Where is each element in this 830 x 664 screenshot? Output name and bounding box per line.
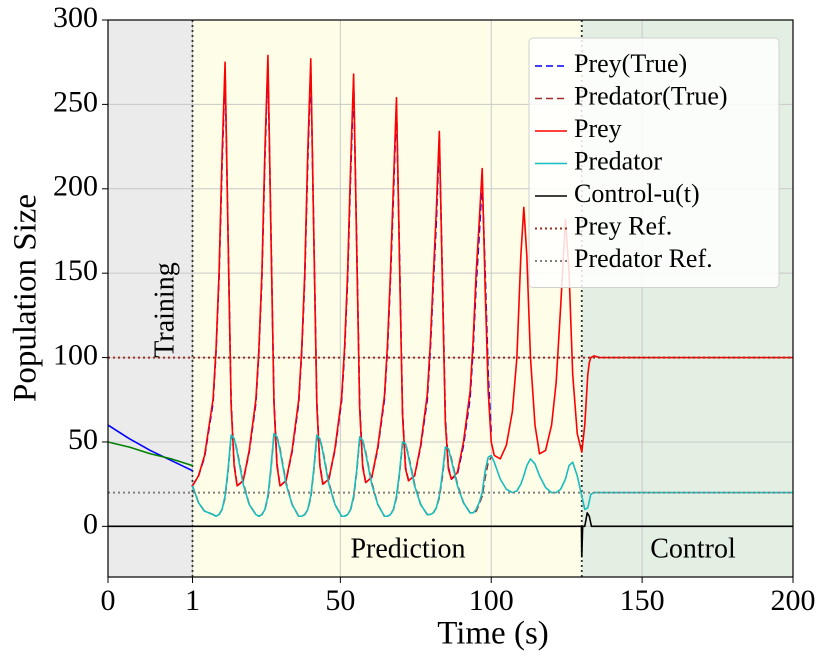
x-tick-label: 150 xyxy=(620,584,665,617)
x-tick-label: 1 xyxy=(185,584,200,617)
series-line xyxy=(191,54,793,487)
y-tick-label: 100 xyxy=(53,338,98,371)
annotation: Training xyxy=(149,262,180,357)
x-tick-label: 0 xyxy=(101,584,116,617)
legend-box xyxy=(528,37,780,288)
legend-label: Prey Ref. xyxy=(574,211,672,240)
y-tick-label: 50 xyxy=(68,423,98,456)
x-axis-label: Time (s) xyxy=(437,616,549,652)
annotation: Prediction xyxy=(350,533,465,564)
series-line xyxy=(108,424,193,472)
x-tick-label: 50 xyxy=(325,584,355,617)
x-tick-label: 100 xyxy=(469,584,514,617)
legend: Prey(True) Predator(True) Prey Predator Cont… xyxy=(528,37,780,288)
region xyxy=(192,20,582,577)
legend-label: Predator(True) xyxy=(574,81,728,110)
y-tick-label: 150 xyxy=(53,254,98,287)
legend-label: Predator Ref. xyxy=(574,244,713,273)
region xyxy=(108,20,193,577)
y-tick-label: 200 xyxy=(53,170,98,203)
series-line xyxy=(108,512,793,558)
y-tick-label: 300 xyxy=(53,1,98,34)
legend-label: Control-u(t) xyxy=(574,179,700,208)
annotation: Control xyxy=(650,533,736,564)
series-line xyxy=(191,432,793,518)
y-tick-label: 0 xyxy=(83,507,98,540)
series-line xyxy=(108,441,193,467)
lines xyxy=(108,54,793,558)
legend-label: Prey xyxy=(574,114,622,143)
legend-label: Prey(True) xyxy=(574,49,687,78)
axes-frame xyxy=(107,19,794,578)
legend-label: Predator xyxy=(574,146,662,175)
y-tick-label: 250 xyxy=(53,85,98,118)
annotations: Training Prediction Control xyxy=(149,262,736,564)
x-tick-label: 200 xyxy=(771,584,816,617)
y-axis-label: Population Size xyxy=(8,194,44,402)
